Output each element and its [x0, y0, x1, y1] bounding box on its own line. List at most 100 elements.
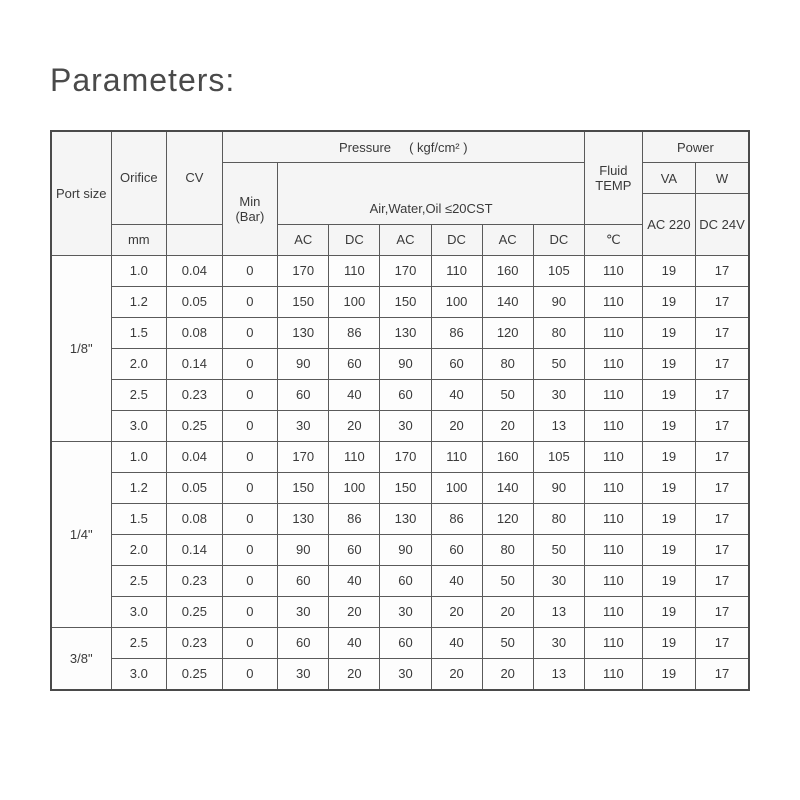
cell-orifice: 3.0: [111, 596, 167, 627]
cell-orifice: 3.0: [111, 410, 167, 441]
table-row: 1.20.050150100150100140901101917: [51, 286, 749, 317]
cell-orifice: 1.2: [111, 472, 167, 503]
cell-ac2: 60: [380, 627, 431, 658]
cell-va: 19: [642, 441, 695, 472]
hdr-ac-1: AC: [278, 224, 329, 255]
cell-ac3: 80: [482, 534, 533, 565]
cell-ac3: 80: [482, 348, 533, 379]
table-row: 2.00.1409060906080501101917: [51, 348, 749, 379]
cell-ac1: 170: [278, 255, 329, 286]
cell-dc1: 86: [329, 317, 380, 348]
cell-cv: 0.08: [167, 503, 223, 534]
hdr-min-label: Min: [239, 194, 260, 209]
cell-dc3: 80: [533, 503, 584, 534]
cell-min: 0: [222, 441, 278, 472]
cell-orifice: 2.5: [111, 627, 167, 658]
cell-cv: 0.23: [167, 379, 223, 410]
cell-temp: 110: [584, 286, 642, 317]
cell-min: 0: [222, 565, 278, 596]
cell-dc2: 60: [431, 348, 482, 379]
cell-temp: 110: [584, 534, 642, 565]
cell-temp: 110: [584, 503, 642, 534]
cell-dc2: 20: [431, 410, 482, 441]
parameters-table: Port size Orifice CV Pressure ( kgf/cm² …: [50, 130, 750, 691]
hdr-dc-1: DC: [329, 224, 380, 255]
cell-ac3: 20: [482, 596, 533, 627]
cell-ac1: 130: [278, 503, 329, 534]
cell-dc3: 105: [533, 441, 584, 472]
cell-va: 19: [642, 534, 695, 565]
cell-dc1: 20: [329, 658, 380, 690]
cell-temp: 110: [584, 348, 642, 379]
cell-w: 17: [696, 379, 749, 410]
cell-ac1: 30: [278, 596, 329, 627]
hdr-ac-2: AC: [380, 224, 431, 255]
cell-ac2: 60: [380, 565, 431, 596]
hdr-orifice-unit: mm: [111, 224, 167, 255]
cell-ac1: 150: [278, 472, 329, 503]
cell-dc3: 80: [533, 317, 584, 348]
cell-dc3: 50: [533, 534, 584, 565]
cell-ac2: 90: [380, 534, 431, 565]
hdr-va: VA: [642, 163, 695, 194]
cell-orifice: 1.5: [111, 503, 167, 534]
table-row: 3.00.2503020302020131101917: [51, 596, 749, 627]
hdr-dc24v: DC 24V: [696, 194, 749, 256]
cell-w: 17: [696, 348, 749, 379]
cell-temp: 110: [584, 627, 642, 658]
cell-cv: 0.05: [167, 472, 223, 503]
cell-dc2: 100: [431, 286, 482, 317]
cell-dc2: 40: [431, 379, 482, 410]
cell-dc2: 110: [431, 255, 482, 286]
cell-ac3: 20: [482, 410, 533, 441]
cell-port-size: 3/8": [51, 627, 111, 690]
cell-ac2: 60: [380, 379, 431, 410]
hdr-orifice: Orifice: [111, 131, 167, 224]
table-body: 1/8"1.00.04017011017011016010511019171.2…: [51, 255, 749, 690]
hdr-temp-unit: ℃: [584, 224, 642, 255]
cell-cv: 0.14: [167, 348, 223, 379]
hdr-pressure: Pressure ( kgf/cm² ): [222, 131, 584, 163]
cell-va: 19: [642, 627, 695, 658]
cell-w: 17: [696, 503, 749, 534]
cell-ac2: 30: [380, 410, 431, 441]
cell-temp: 110: [584, 441, 642, 472]
cell-dc1: 86: [329, 503, 380, 534]
cell-ac1: 30: [278, 410, 329, 441]
cell-ac1: 60: [278, 379, 329, 410]
cell-ac2: 150: [380, 472, 431, 503]
cell-temp: 110: [584, 317, 642, 348]
cell-ac3: 50: [482, 379, 533, 410]
cell-w: 17: [696, 472, 749, 503]
cell-dc3: 13: [533, 658, 584, 690]
cell-va: 19: [642, 565, 695, 596]
cell-cv: 0.25: [167, 596, 223, 627]
cell-ac3: 50: [482, 565, 533, 596]
cell-ac2: 150: [380, 286, 431, 317]
hdr-pressure-unit: ( kgf/cm² ): [409, 140, 468, 155]
cell-min: 0: [222, 472, 278, 503]
cell-min: 0: [222, 596, 278, 627]
cell-va: 19: [642, 348, 695, 379]
page-title: Parameters:: [50, 62, 235, 99]
cell-ac3: 20: [482, 658, 533, 690]
hdr-pressure-label: Pressure: [339, 140, 391, 155]
cell-orifice: 2.5: [111, 379, 167, 410]
cell-dc3: 30: [533, 627, 584, 658]
cell-dc2: 20: [431, 658, 482, 690]
cell-va: 19: [642, 317, 695, 348]
cell-min: 0: [222, 534, 278, 565]
cell-ac2: 170: [380, 441, 431, 472]
hdr-dc-2: DC: [431, 224, 482, 255]
table-row: 1/4"1.00.0401701101701101601051101917: [51, 441, 749, 472]
cell-cv: 0.14: [167, 534, 223, 565]
cell-orifice: 1.2: [111, 286, 167, 317]
cell-dc2: 110: [431, 441, 482, 472]
hdr-ac220: AC 220: [642, 194, 695, 256]
cell-ac2: 30: [380, 658, 431, 690]
cell-cv: 0.05: [167, 286, 223, 317]
cell-dc3: 30: [533, 565, 584, 596]
cell-va: 19: [642, 286, 695, 317]
cell-dc2: 86: [431, 317, 482, 348]
cell-dc1: 40: [329, 379, 380, 410]
